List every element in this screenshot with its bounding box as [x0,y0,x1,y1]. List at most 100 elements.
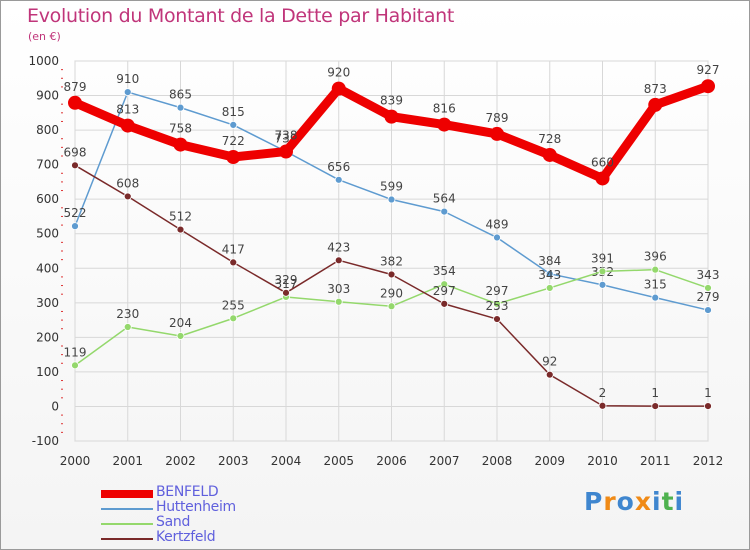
data-point-kertzfeld [651,402,660,411]
chart-title: Evolution du Montant de la Dette par Hab… [27,5,455,27]
data-label-kertzfeld: 608 [116,176,139,190]
x-tick-label: 2012 [693,454,724,468]
data-point-sand [598,267,607,276]
x-tick-label: 2000 [60,454,91,468]
y-tick-label: 200 [36,330,59,344]
data-label-kertzfeld: 297 [433,284,456,298]
data-label-sand: 317 [275,277,298,291]
y-tick-label: 700 [36,158,59,172]
data-point-sand [229,314,238,323]
data-label-benfeld: 789 [486,111,509,125]
data-point-kertzfeld [598,401,607,410]
data-point-huttenheim [229,121,238,129]
legend-label-kertzfeld: Kertzfeld [156,529,216,545]
data-point-benfeld [68,95,82,110]
data-point-huttenheim [71,222,79,231]
logo-letter: i [674,487,685,516]
x-tick-label: 2004 [271,454,302,468]
data-point-benfeld [173,137,188,152]
data-point-benfeld [226,150,241,165]
data-label-kertzfeld: 417 [222,242,245,256]
data-label-benfeld: 920 [327,66,350,80]
data-label-kertzfeld: 382 [380,254,403,268]
data-point-huttenheim [493,233,501,242]
y-tick-label: 900 [36,89,59,103]
data-label-sand: 297 [486,284,509,298]
data-label-kertzfeld: 92 [542,355,557,369]
data-label-sand: 119 [64,345,87,359]
chart-unit: (en €) [28,30,61,43]
legend-item-sand: Sand [101,514,301,531]
data-label-huttenheim: 522 [64,206,87,220]
legend-label-benfeld: BENFELD [156,484,219,500]
data-point-kertzfeld [71,161,79,170]
data-point-benfeld [648,97,663,112]
x-tick-label: 2002 [165,454,196,468]
data-label-benfeld: 738 [275,129,298,143]
data-label-kertzfeld: 698 [64,145,87,159]
logo-letter: i [652,487,662,516]
data-label-benfeld: 816 [433,102,456,116]
data-point-kertzfeld [704,402,712,411]
data-label-huttenheim: 910 [116,72,139,86]
data-point-benfeld [542,147,557,162]
x-tick-label: 2008 [482,454,513,468]
legend-swatch-kertzfeld [101,538,153,540]
proxiti-logo: Proxiti [584,487,684,516]
data-label-sand: 396 [644,250,667,264]
data-point-kertzfeld [282,288,290,297]
x-tick-label: 2007 [429,454,460,468]
x-tick-label: 2003 [218,454,249,468]
data-label-sand: 230 [116,307,139,321]
data-label-huttenheim: 656 [327,160,350,174]
data-point-huttenheim [598,280,607,289]
data-point-sand [71,361,79,370]
data-point-kertzfeld [334,256,343,265]
data-label-huttenheim: 599 [380,180,403,194]
y-tick-label: 300 [36,296,59,310]
data-point-huttenheim [440,207,449,216]
data-label-kertzfeld: 2 [599,386,607,400]
data-point-huttenheim [387,195,396,204]
data-point-benfeld [437,117,452,132]
data-point-kertzfeld [387,270,396,279]
data-label-kertzfeld: 423 [327,240,350,254]
data-label-sand: 255 [222,298,245,312]
x-tick-label: 2010 [587,454,618,468]
data-label-kertzfeld: 512 [169,210,192,224]
legend-label-sand: Sand [156,514,191,530]
y-tick-label: 1000 [28,54,59,68]
y-tick-label: 0 [51,399,59,413]
legend-item-benfeld: BENFELD [101,484,301,501]
x-tick-label: 2005 [323,454,354,468]
y-tick-label: 800 [36,123,59,137]
legend-item-kertzfeld: Kertzfeld [101,529,301,546]
data-point-kertzfeld [229,258,238,267]
y-tick-label: 400 [36,261,59,275]
data-label-sand: 343 [538,268,561,282]
data-point-benfeld [490,126,504,141]
data-label-benfeld: 758 [169,122,192,136]
data-label-kertzfeld: 1 [651,386,659,400]
data-point-sand [651,265,660,274]
data-point-sand [440,280,449,289]
data-label-huttenheim: 865 [169,88,192,102]
data-point-sand [123,323,132,331]
data-point-sand [387,302,396,311]
data-label-sand: 343 [697,268,720,282]
data-point-kertzfeld [493,315,501,323]
logo-letter: o [616,487,635,516]
data-point-kertzfeld [440,299,449,308]
data-point-kertzfeld [176,225,185,234]
legend-swatch-huttenheim [101,508,153,510]
data-point-benfeld [120,118,135,133]
data-label-kertzfeld: 1 [704,386,712,400]
legend-label-huttenheim: Huttenheim [156,499,236,515]
data-point-benfeld [384,109,399,124]
legend-item-huttenheim: Huttenheim [101,499,301,516]
x-tick-label: 2009 [534,454,565,468]
data-label-benfeld: 879 [64,80,87,94]
data-label-benfeld: 839 [380,94,403,108]
logo-letter: P [584,487,604,516]
data-label-benfeld: 660 [591,155,614,169]
